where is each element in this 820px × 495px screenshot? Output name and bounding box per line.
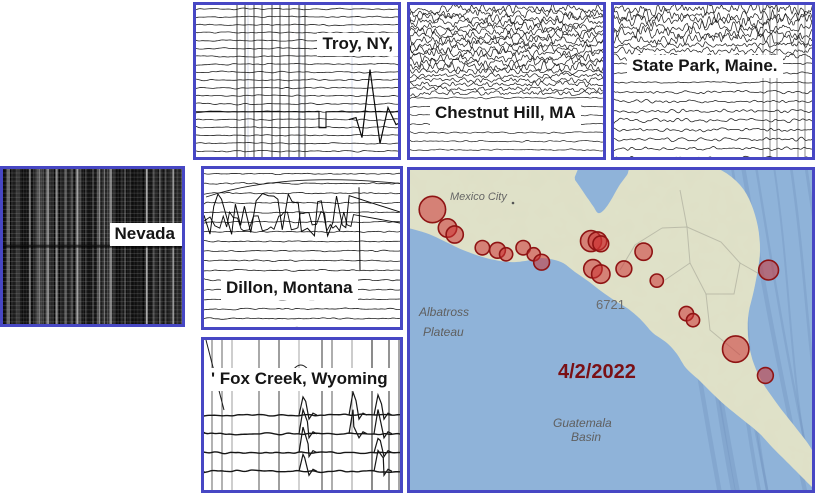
svg-text:Albatross: Albatross — [418, 305, 469, 319]
svg-text:6721: 6721 — [596, 297, 625, 312]
svg-text:4/2/2022: 4/2/2022 — [558, 361, 636, 383]
svg-text:Plateau: Plateau — [423, 325, 464, 339]
svg-text:Basin: Basin — [571, 430, 601, 444]
svg-text:Guatemala: Guatemala — [553, 416, 612, 430]
svg-text:Mexico City: Mexico City — [450, 191, 508, 203]
